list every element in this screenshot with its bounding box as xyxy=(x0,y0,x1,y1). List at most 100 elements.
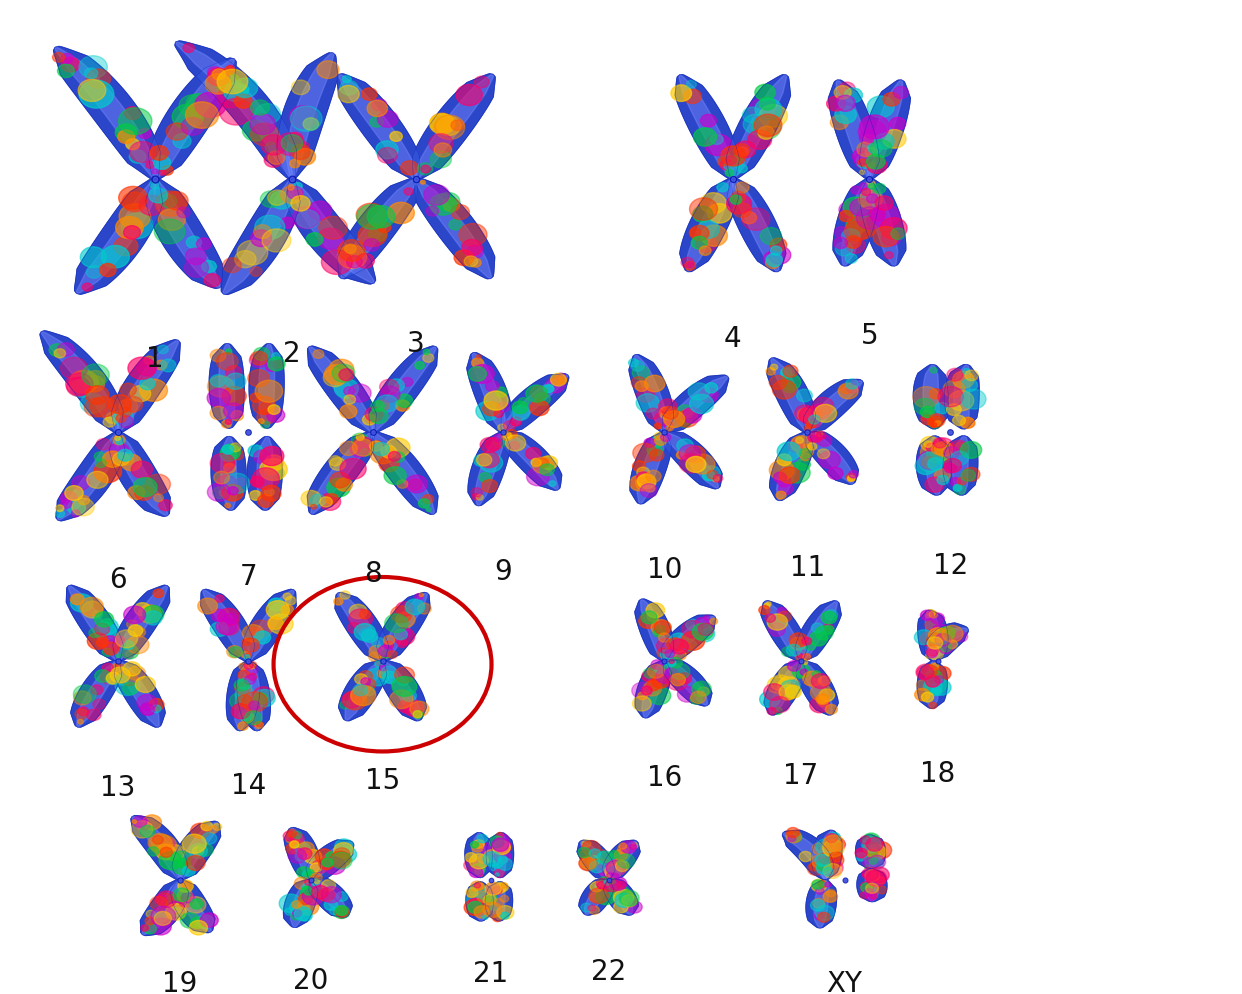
Circle shape xyxy=(294,851,308,862)
Circle shape xyxy=(334,843,353,858)
Circle shape xyxy=(497,906,514,919)
Circle shape xyxy=(140,924,149,931)
Circle shape xyxy=(822,860,843,876)
Circle shape xyxy=(815,626,833,640)
Polygon shape xyxy=(578,840,615,880)
Circle shape xyxy=(94,622,117,639)
Circle shape xyxy=(650,449,664,461)
Circle shape xyxy=(914,630,933,644)
Circle shape xyxy=(835,95,856,111)
Circle shape xyxy=(823,835,845,852)
Circle shape xyxy=(812,398,833,414)
Circle shape xyxy=(818,451,841,468)
Circle shape xyxy=(859,130,878,145)
Circle shape xyxy=(852,380,858,385)
Circle shape xyxy=(606,873,614,878)
Polygon shape xyxy=(247,590,294,661)
Circle shape xyxy=(492,887,502,895)
Circle shape xyxy=(658,399,677,414)
Circle shape xyxy=(606,860,626,876)
Circle shape xyxy=(484,391,508,411)
Circle shape xyxy=(103,417,116,427)
Polygon shape xyxy=(307,431,374,514)
Circle shape xyxy=(707,470,718,479)
Circle shape xyxy=(932,624,951,640)
Circle shape xyxy=(689,395,714,414)
Circle shape xyxy=(231,704,251,719)
Circle shape xyxy=(230,693,251,710)
Circle shape xyxy=(456,84,482,105)
Circle shape xyxy=(293,831,302,839)
Polygon shape xyxy=(201,589,255,661)
Circle shape xyxy=(944,458,961,472)
Circle shape xyxy=(150,145,169,160)
Circle shape xyxy=(927,649,938,658)
Circle shape xyxy=(266,600,289,619)
Circle shape xyxy=(281,134,303,152)
Circle shape xyxy=(307,233,323,247)
Circle shape xyxy=(507,429,518,438)
Circle shape xyxy=(308,201,332,220)
Circle shape xyxy=(677,439,693,452)
Polygon shape xyxy=(154,59,235,179)
Circle shape xyxy=(116,662,122,668)
Circle shape xyxy=(780,467,800,483)
Circle shape xyxy=(356,203,386,227)
Circle shape xyxy=(251,476,265,487)
Circle shape xyxy=(686,456,705,472)
Circle shape xyxy=(116,676,140,696)
Circle shape xyxy=(214,471,230,484)
Polygon shape xyxy=(663,431,722,489)
Polygon shape xyxy=(178,880,211,931)
Circle shape xyxy=(663,420,673,428)
Circle shape xyxy=(532,458,542,466)
Circle shape xyxy=(220,447,237,461)
Circle shape xyxy=(133,816,147,827)
Circle shape xyxy=(164,845,184,861)
Circle shape xyxy=(361,678,370,686)
Polygon shape xyxy=(57,432,119,520)
Polygon shape xyxy=(867,179,898,265)
Circle shape xyxy=(334,597,343,605)
Circle shape xyxy=(607,860,627,875)
Circle shape xyxy=(868,845,886,859)
Circle shape xyxy=(927,443,936,451)
Circle shape xyxy=(118,107,152,134)
Circle shape xyxy=(826,890,836,897)
Text: 21: 21 xyxy=(473,960,508,988)
Circle shape xyxy=(643,681,662,696)
Circle shape xyxy=(397,639,407,647)
Circle shape xyxy=(816,863,831,874)
Polygon shape xyxy=(132,817,181,880)
Circle shape xyxy=(645,376,664,392)
Polygon shape xyxy=(242,589,296,661)
Circle shape xyxy=(173,134,191,148)
Circle shape xyxy=(498,856,508,864)
Circle shape xyxy=(380,380,399,395)
Polygon shape xyxy=(796,661,838,715)
Circle shape xyxy=(216,74,241,93)
Circle shape xyxy=(207,67,221,78)
Circle shape xyxy=(347,255,363,268)
Polygon shape xyxy=(764,661,806,715)
Circle shape xyxy=(266,142,277,152)
Circle shape xyxy=(781,367,795,378)
Circle shape xyxy=(310,494,325,507)
Circle shape xyxy=(252,722,258,727)
Circle shape xyxy=(124,606,145,623)
Circle shape xyxy=(273,360,283,368)
Circle shape xyxy=(292,901,302,909)
Circle shape xyxy=(493,914,502,921)
Circle shape xyxy=(301,886,318,901)
Circle shape xyxy=(636,394,660,413)
Circle shape xyxy=(683,89,702,103)
Circle shape xyxy=(310,504,317,509)
Circle shape xyxy=(669,658,682,668)
Circle shape xyxy=(940,642,951,652)
Circle shape xyxy=(410,701,428,717)
Circle shape xyxy=(289,159,301,168)
Circle shape xyxy=(472,864,486,875)
Circle shape xyxy=(846,218,867,234)
Circle shape xyxy=(694,683,703,690)
Polygon shape xyxy=(283,880,318,927)
